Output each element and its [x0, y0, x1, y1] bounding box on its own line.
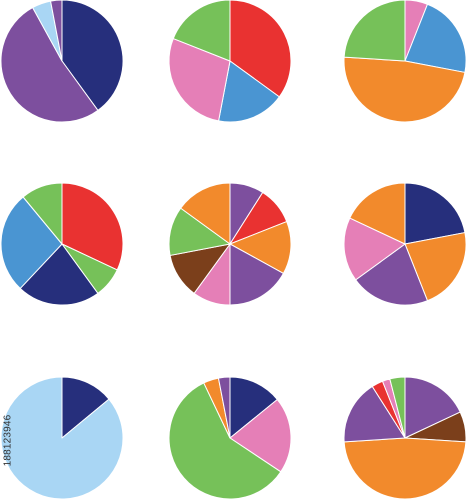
pie-5-slice-8 — [180, 182, 231, 245]
pie-5-slice-3 — [229, 221, 292, 274]
pie-9-slice-3 — [343, 437, 466, 500]
pie-1-slice-2 — [0, 7, 99, 123]
pie-6-slice-4 — [343, 217, 406, 281]
stock-id-text: 188123946 — [2, 414, 14, 466]
pie-6-slice-5 — [349, 182, 406, 245]
pie-9-slice-7 — [389, 376, 406, 439]
pie-2 — [168, 0, 292, 123]
pie-8-slice-3 — [168, 382, 282, 500]
pie-4 — [0, 182, 124, 306]
pie-4-slice-5 — [22, 182, 63, 245]
pie-2-slice-4 — [172, 0, 231, 62]
pie-4-slice-4 — [0, 196, 63, 289]
pie-1-slice-1 — [61, 0, 124, 111]
pie-6 — [343, 182, 466, 306]
pie-4-slice-3 — [19, 243, 99, 306]
pie-8-slice-5 — [217, 376, 231, 439]
pie-2-slice-2 — [218, 60, 280, 123]
pie-8-slice-2 — [229, 399, 292, 473]
pie-9-slice-4 — [343, 386, 406, 443]
pie-1 — [0, 0, 124, 123]
pie-4-slice-1 — [61, 182, 124, 271]
pie-3-slice-3 — [343, 56, 466, 123]
pie-7-slice-1 — [61, 376, 110, 439]
pie-7-slice-2 — [0, 376, 124, 500]
pie-8 — [168, 376, 292, 500]
pie-9 — [343, 376, 466, 500]
pie-3 — [343, 0, 466, 123]
pie-6-slice-3 — [355, 243, 428, 306]
pie-6-slice-1 — [404, 182, 466, 245]
pie-1-slice-4 — [50, 0, 63, 62]
pie-2-slice-1 — [229, 0, 292, 98]
pie-7 — [0, 376, 124, 500]
stock-id-watermark: 188123946 — [0, 380, 16, 500]
pie-9-slice-1 — [404, 376, 461, 439]
pie-5 — [168, 182, 292, 306]
pie-2-slice-3 — [168, 38, 231, 122]
pie-8-slice-1 — [229, 376, 278, 439]
pie-3-slice-4 — [343, 0, 406, 62]
pie-5-slice-4 — [229, 243, 284, 306]
